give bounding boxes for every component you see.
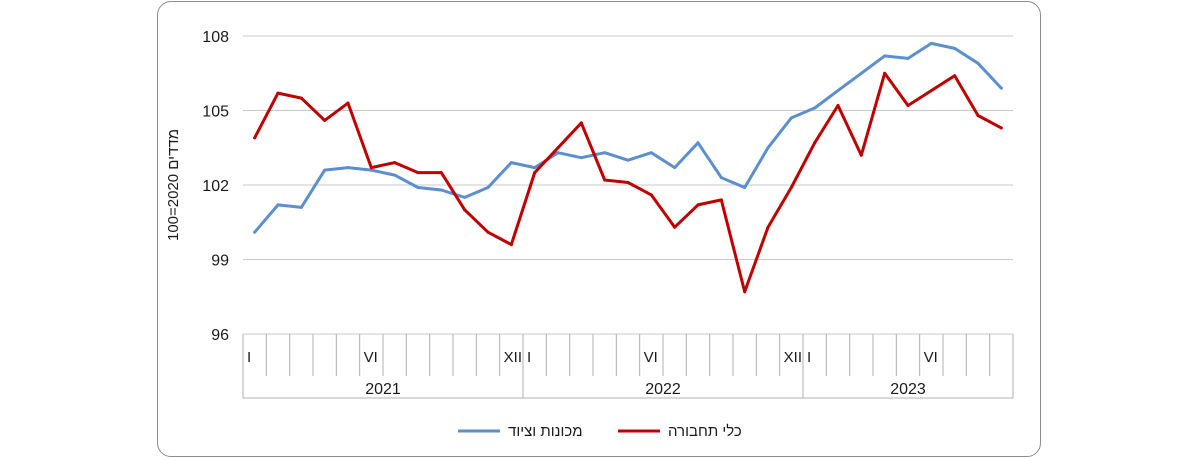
- data-point-machinery: [346, 166, 350, 170]
- data-point-machinery: [509, 161, 513, 165]
- data-point-vehicles: [533, 171, 537, 175]
- data-point-vehicles: [883, 71, 887, 75]
- data-point-machinery: [603, 151, 607, 155]
- y-tick-label: 96: [211, 327, 229, 344]
- data-point-machinery: [556, 151, 560, 155]
- data-point-vehicles: [486, 230, 490, 234]
- year-label: 2021: [365, 381, 401, 398]
- data-point-vehicles: [906, 104, 910, 108]
- data-point-machinery: [649, 151, 653, 155]
- y-tick-label: 108: [202, 29, 229, 46]
- data-point-machinery: [673, 166, 677, 170]
- data-point-machinery: [719, 176, 723, 180]
- data-point-vehicles: [743, 290, 747, 294]
- data-point-vehicles: [463, 208, 467, 212]
- data-point-machinery: [486, 185, 490, 189]
- data-point-machinery: [836, 89, 840, 93]
- data-point-vehicles: [789, 185, 793, 189]
- data-point-machinery: [253, 230, 257, 234]
- month-tick-label: I: [247, 349, 251, 366]
- data-point-machinery: [463, 195, 467, 199]
- month-tick-label: I: [807, 349, 811, 366]
- data-point-vehicles: [323, 118, 327, 122]
- data-point-vehicles: [369, 166, 373, 170]
- month-tick-label: VI: [924, 349, 938, 366]
- data-point-vehicles: [299, 96, 303, 100]
- data-point-machinery: [416, 185, 420, 189]
- data-point-vehicles: [859, 153, 863, 157]
- data-point-machinery: [859, 71, 863, 75]
- y-axis-title: מדדים 2020=100: [165, 129, 182, 241]
- data-point-machinery: [533, 166, 537, 170]
- data-point-vehicles: [626, 181, 630, 185]
- month-tick-label: VI: [364, 349, 378, 366]
- data-point-machinery: [369, 168, 373, 172]
- data-point-machinery: [953, 46, 957, 50]
- data-point-machinery: [999, 86, 1003, 90]
- data-point-vehicles: [719, 198, 723, 202]
- data-point-machinery: [929, 41, 933, 45]
- data-point-vehicles: [649, 193, 653, 197]
- data-point-machinery: [976, 61, 980, 65]
- data-point-machinery: [696, 141, 700, 145]
- data-point-vehicles: [766, 225, 770, 229]
- month-tick-label: XII: [504, 349, 522, 366]
- data-point-vehicles: [696, 203, 700, 207]
- data-point-vehicles: [439, 171, 443, 175]
- line-chart: 96 99 102 105 108 I VI XII 2021 I VI XII 2022 I VI 2023…: [165, 29, 1014, 440]
- data-point-vehicles: [813, 141, 817, 145]
- data-point-vehicles: [346, 101, 350, 105]
- data-point-machinery: [439, 188, 443, 192]
- y-tick-label: 105: [202, 104, 229, 121]
- legend-label-vehicles: כלי תחבורה: [668, 423, 742, 440]
- data-point-machinery: [743, 185, 747, 189]
- data-point-vehicles: [393, 161, 397, 165]
- data-point-machinery: [323, 168, 327, 172]
- data-point-vehicles: [929, 89, 933, 93]
- data-point-vehicles: [579, 121, 583, 125]
- month-tick-label: XII: [784, 349, 802, 366]
- year-label: 2022: [645, 381, 681, 398]
- month-tick-label: VI: [644, 349, 658, 366]
- data-point-vehicles: [976, 113, 980, 117]
- data-point-vehicles: [509, 243, 513, 247]
- data-point-vehicles: [603, 178, 607, 182]
- data-point-machinery: [789, 116, 793, 120]
- data-point-machinery: [276, 203, 280, 207]
- data-point-vehicles: [253, 136, 257, 140]
- data-point-vehicles: [836, 104, 840, 108]
- data-point-machinery: [883, 54, 887, 58]
- legend-label-machinery: מכונות וציוד: [508, 423, 583, 440]
- data-point-machinery: [299, 205, 303, 209]
- data-point-machinery: [579, 156, 583, 160]
- data-point-machinery: [766, 146, 770, 150]
- data-point-vehicles: [953, 74, 957, 78]
- data-point-machinery: [393, 173, 397, 177]
- data-point-vehicles: [673, 225, 677, 229]
- chart-frame: 96 99 102 105 108 I VI XII 2021 I VI XII 2022 I VI 2023…: [157, 1, 1041, 457]
- data-point-vehicles: [556, 146, 560, 150]
- data-point-machinery: [626, 158, 630, 162]
- year-label: 2023: [890, 381, 926, 398]
- data-point-vehicles: [276, 91, 280, 95]
- month-tick-label: I: [527, 349, 531, 366]
- series-line-machinery: [253, 41, 1003, 234]
- y-tick-label: 99: [211, 253, 229, 270]
- data-point-vehicles: [999, 126, 1003, 130]
- data-point-machinery: [813, 106, 817, 110]
- data-point-vehicles: [416, 171, 420, 175]
- y-tick-label: 102: [202, 178, 229, 195]
- data-point-machinery: [906, 56, 910, 60]
